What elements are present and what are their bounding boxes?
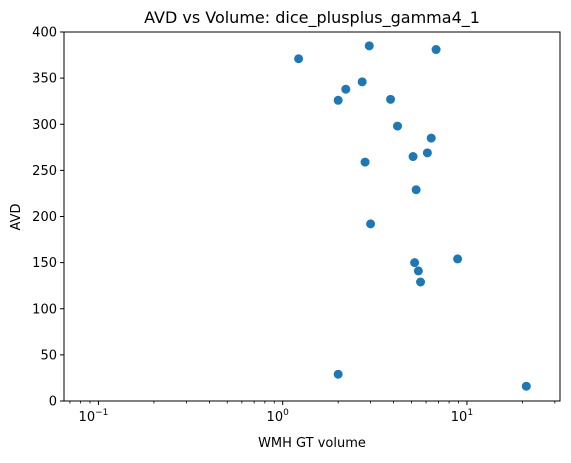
scatter-point bbox=[422, 148, 432, 158]
scatter-point bbox=[413, 266, 423, 276]
scatter-point bbox=[426, 133, 436, 143]
scatter-point bbox=[521, 381, 531, 391]
y-tick-label: 200 bbox=[32, 210, 57, 225]
y-tick-label: 400 bbox=[32, 26, 57, 41]
x-tick-label: 100 bbox=[267, 408, 290, 425]
scatter-point bbox=[416, 277, 426, 287]
scatter-point bbox=[410, 258, 420, 268]
scatter-point bbox=[411, 185, 421, 195]
scatter-point bbox=[393, 121, 403, 131]
scatter-point bbox=[386, 94, 396, 104]
y-tick-label: 100 bbox=[32, 302, 57, 317]
chart-title: AVD vs Volume: dice_plusplus_gamma4_1 bbox=[144, 8, 480, 28]
x-axis-label: WMH GT volume bbox=[258, 436, 366, 451]
y-tick-label: 250 bbox=[32, 164, 57, 179]
y-axis-label: AVD bbox=[9, 204, 24, 231]
y-tick-label: 350 bbox=[32, 72, 57, 87]
scatter-point bbox=[357, 77, 367, 87]
x-tick-label: 101 bbox=[451, 408, 473, 425]
y-tick-label: 0 bbox=[49, 395, 57, 410]
scatter-point bbox=[366, 219, 376, 229]
scatter-point bbox=[294, 54, 304, 64]
y-tick-label: 50 bbox=[40, 348, 57, 363]
scatter-point bbox=[341, 84, 351, 94]
axes-frame bbox=[63, 31, 561, 402]
plot-area: 0 50 100 150 200 250 300 350 400 10−1 100 101 bbox=[32, 26, 561, 425]
scatter-point bbox=[360, 157, 370, 167]
scatter-point bbox=[408, 152, 418, 162]
scatter-point bbox=[453, 254, 463, 264]
scatter-point bbox=[431, 45, 441, 55]
y-tick-label: 150 bbox=[32, 256, 57, 271]
x-tick-label: 10−1 bbox=[79, 408, 109, 425]
y-tick-label: 300 bbox=[32, 118, 57, 133]
scatter-point bbox=[333, 369, 343, 379]
scatter-point bbox=[364, 41, 374, 51]
scatter-point bbox=[333, 95, 343, 105]
